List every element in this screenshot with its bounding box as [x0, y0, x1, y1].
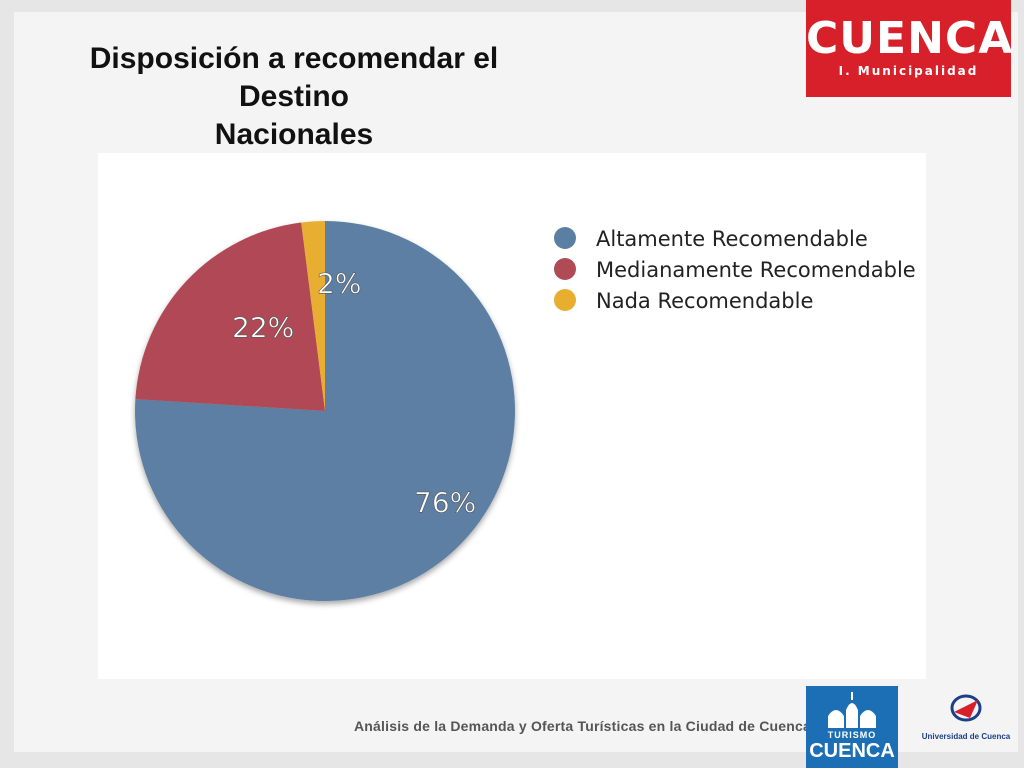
legend-marker-3	[554, 289, 576, 311]
title-line-1: Disposición a recomendar el	[89, 42, 499, 75]
municipal-logo-main: CUENCA	[806, 13, 1014, 64]
turismo-logo: TURISMO CUENCA	[806, 686, 898, 768]
title-line-2: Destino	[238, 80, 349, 113]
chart-panel: 76% 22% 2% Altamente Recomendable Medianame…	[98, 153, 926, 679]
pie-slice-3	[301, 221, 325, 411]
legend-label-3: Nada Recomendable	[596, 289, 813, 313]
slice-label-2: 22%	[232, 311, 294, 344]
university-logo: Universidad de Cuenca	[920, 690, 1012, 750]
municipal-logo-sub: I. Municipalidad	[838, 64, 979, 78]
legend-marker-2	[554, 258, 576, 280]
footer-caption: Análisis de la Demanda y Oferta Turístic…	[354, 718, 811, 734]
municipal-logo: CUENCA I. Municipalidad	[806, 0, 1014, 97]
cathedral-icon	[828, 692, 876, 728]
university-logo-text: Universidad de Cuenca	[921, 732, 1011, 741]
title-line-3: Nacionales	[214, 118, 374, 151]
turismo-logo-main: CUENCA	[809, 740, 895, 762]
legend-label-1: Altamente Recomendable	[596, 227, 868, 251]
legend-marker-1	[554, 227, 576, 249]
university-emblem-icon	[950, 694, 982, 722]
page-title: Disposición a recomendar el Destino Naci…	[54, 40, 534, 154]
turismo-logo-sub: TURISMO	[827, 730, 877, 740]
slice-label-3: 2%	[317, 267, 361, 300]
legend-label-2: Medianamente Recomendable	[596, 258, 916, 282]
pie-chart: 76% 22% 2% Altamente Recomendable Medianame…	[135, 221, 916, 601]
slice-label-1: 76%	[414, 486, 476, 519]
pie-slice-2	[135, 222, 325, 411]
